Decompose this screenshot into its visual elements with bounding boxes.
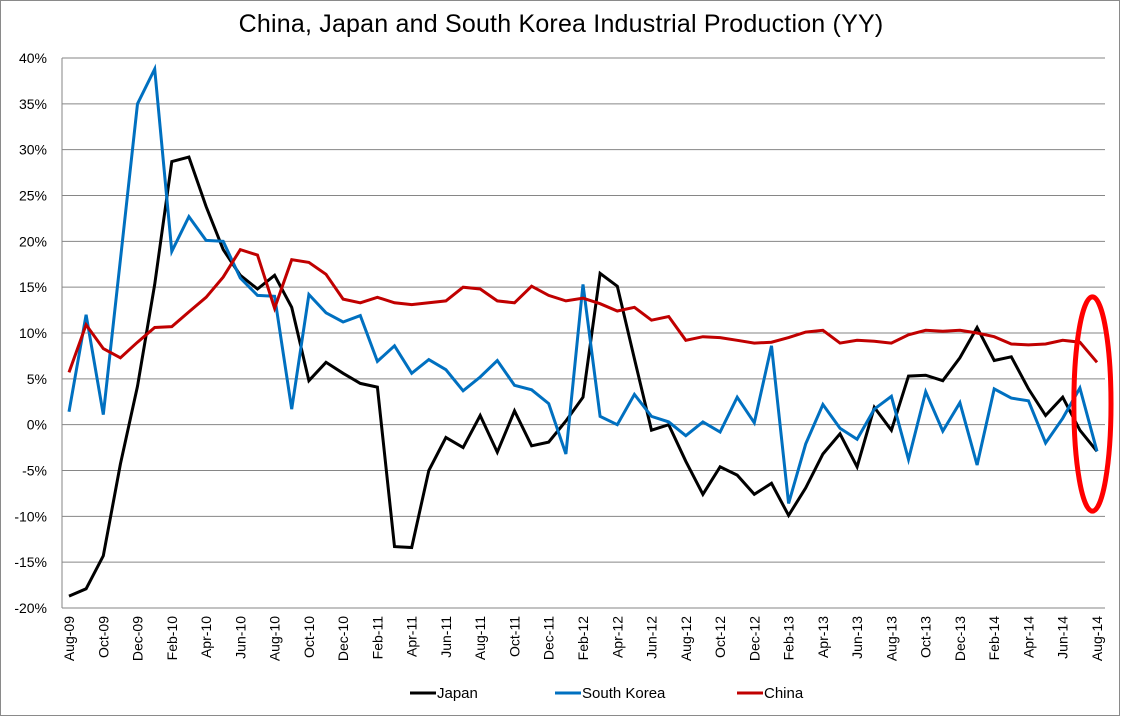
- x-tick-label: Aug-09: [61, 616, 77, 661]
- x-tick-label: Jun-10: [232, 616, 248, 659]
- x-tick-label: Jun-12: [644, 616, 660, 659]
- legend-label: China: [764, 685, 804, 702]
- y-tick-label: -10%: [14, 508, 47, 524]
- y-tick-label: 35%: [19, 96, 47, 112]
- series-lines: [67, 63, 1099, 598]
- x-tick-label: Apr-13: [815, 616, 831, 658]
- x-tick-label: Aug-11: [472, 616, 488, 660]
- highlight-ellipse: [1071, 294, 1114, 514]
- series-line-south-korea: [67, 63, 1099, 504]
- y-tick-label: 5%: [27, 371, 47, 387]
- x-tick-label: Dec-12: [746, 616, 762, 661]
- y-tick-label: -15%: [14, 554, 47, 570]
- y-tick-label: 30%: [19, 142, 47, 158]
- x-tick-label: Feb-14: [986, 616, 1002, 661]
- x-tick-label: Aug-10: [267, 616, 283, 661]
- x-tick-label: Oct-10: [301, 616, 317, 658]
- y-tick-label: 40%: [19, 50, 47, 66]
- series-line-japan: [68, 155, 1099, 598]
- x-tick-label: Dec-13: [952, 616, 968, 661]
- x-tick-label: Apr-10: [198, 616, 214, 658]
- y-tick-label: -5%: [22, 463, 47, 479]
- annotations: [1071, 294, 1114, 514]
- x-tick-label: Jun-13: [849, 616, 865, 659]
- x-tick-label: Oct-09: [95, 616, 111, 658]
- x-tick-label: Feb-11: [369, 616, 385, 660]
- x-tick-label: Feb-12: [575, 616, 591, 661]
- x-tick-label: Feb-13: [781, 616, 797, 661]
- x-tick-label: Aug-12: [678, 616, 694, 661]
- y-tick-label: 25%: [19, 188, 47, 204]
- legend-label: South Korea: [582, 685, 666, 702]
- x-tick-label: Jun-11: [438, 616, 454, 658]
- x-axis: Aug-09 Oct-09 Dec-09 Feb-10 Apr-10 Jun-10 Aug-…: [61, 616, 1105, 661]
- x-tick-label: Oct-13: [918, 616, 934, 658]
- x-tick-label: Apr-12: [609, 616, 625, 658]
- legend: Japan South Korea China: [410, 685, 804, 702]
- y-tick-label: -20%: [14, 600, 47, 616]
- x-tick-label: Apr-11: [404, 616, 420, 657]
- y-tick-label: 20%: [19, 233, 47, 249]
- x-tick-label: Dec-09: [130, 616, 146, 661]
- x-tick-label: Dec-11: [541, 616, 557, 660]
- x-tick-label: Oct-12: [712, 616, 728, 658]
- legend-label: Japan: [437, 685, 478, 702]
- x-tick-label: Apr-14: [1020, 616, 1036, 658]
- y-tick-label: 10%: [19, 325, 47, 341]
- series-line-china: [67, 247, 1099, 373]
- x-tick-label: Aug-14: [1089, 616, 1105, 661]
- y-axis: -20% -15% -10% -5% 0% 5% 10% 15% 20% 25% 30% 35% 40%: [14, 50, 63, 616]
- y-tick-label: 0%: [27, 417, 47, 433]
- chart-title: China, Japan and South Korea Industrial …: [238, 10, 884, 38]
- x-tick-label: Aug-13: [883, 616, 899, 661]
- x-tick-label: Dec-10: [335, 616, 351, 661]
- y-tick-label: 15%: [19, 279, 47, 295]
- x-tick-label: Feb-10: [164, 616, 180, 661]
- x-tick-label: Oct-11: [506, 616, 522, 657]
- gridlines: [62, 57, 1105, 609]
- x-tick-label: Jun-14: [1055, 616, 1071, 659]
